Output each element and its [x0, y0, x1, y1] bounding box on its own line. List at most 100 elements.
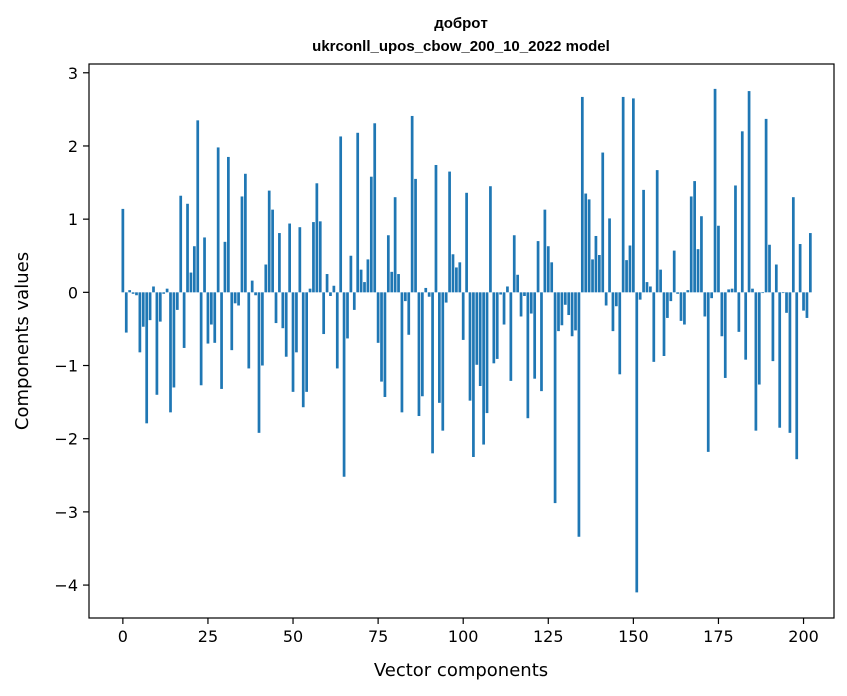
- bar: [291, 292, 295, 392]
- bar: [332, 285, 336, 293]
- bar: [540, 292, 543, 392]
- y-tick-label: −3: [54, 503, 78, 522]
- bar: [574, 292, 577, 331]
- bar: [516, 274, 520, 293]
- x-tick-label: 175: [703, 627, 734, 646]
- bar: [475, 292, 479, 365]
- bar: [417, 292, 421, 417]
- x-tick-label: 25: [198, 627, 218, 646]
- bar: [271, 209, 274, 293]
- bar: [717, 225, 720, 293]
- bar: [519, 292, 523, 317]
- bar: [162, 292, 166, 294]
- bar: [795, 292, 799, 460]
- y-tick-label: −1: [54, 357, 78, 376]
- bar: [397, 274, 400, 293]
- bar: [421, 292, 424, 397]
- y-tick-label: −2: [54, 430, 78, 449]
- bar: [611, 292, 615, 332]
- bar: [696, 249, 700, 293]
- bar: [662, 292, 666, 356]
- x-tick-label: 50: [283, 627, 303, 646]
- bar: [502, 292, 506, 325]
- bar: [808, 233, 812, 293]
- bar: [247, 292, 251, 369]
- bar: [325, 274, 329, 293]
- bar: [543, 209, 547, 293]
- bar: [376, 292, 380, 343]
- bar: [342, 292, 346, 477]
- bar: [509, 292, 513, 381]
- bar: [700, 216, 703, 293]
- bar: [274, 292, 278, 324]
- bar: [689, 196, 693, 293]
- bar: [455, 267, 458, 293]
- bar: [424, 287, 428, 293]
- bar: [172, 292, 176, 388]
- y-tick-label: 2: [68, 137, 78, 156]
- bar: [227, 156, 230, 293]
- bar: [359, 269, 363, 293]
- bar: [192, 246, 196, 293]
- bar: [288, 223, 291, 293]
- bar: [264, 264, 268, 293]
- bar: [591, 259, 594, 293]
- bar: [788, 292, 792, 433]
- bar: [723, 292, 727, 378]
- bar: [169, 292, 172, 413]
- bar: [250, 280, 254, 293]
- y-tick-label: 3: [68, 64, 78, 83]
- bar: [308, 288, 312, 293]
- bar: [335, 292, 339, 369]
- bar: [254, 292, 257, 296]
- bar: [182, 292, 186, 348]
- bar: [349, 255, 353, 293]
- bar: [791, 197, 795, 293]
- bar: [676, 292, 679, 294]
- bar: [216, 147, 220, 293]
- bar: [284, 292, 288, 357]
- bar: [608, 218, 611, 293]
- chart-title: добрoт: [434, 15, 488, 32]
- bar: [625, 260, 628, 293]
- bar: [489, 186, 492, 293]
- bar: [468, 292, 472, 401]
- bar: [352, 292, 356, 310]
- bar: [781, 292, 785, 294]
- bar: [774, 264, 778, 293]
- bar: [448, 171, 451, 293]
- bar: [635, 292, 639, 593]
- bar: [577, 292, 581, 537]
- bar: [465, 192, 468, 293]
- bar: [563, 292, 567, 305]
- bar: [785, 292, 788, 313]
- bar: [567, 292, 571, 316]
- bar: [220, 292, 223, 389]
- bar: [655, 170, 659, 293]
- bar: [298, 227, 302, 293]
- bar: [155, 292, 159, 395]
- bar: [196, 120, 200, 293]
- bar: [199, 292, 203, 386]
- y-tick-label: −4: [54, 576, 78, 595]
- bar: [587, 199, 591, 293]
- bar: [213, 292, 217, 343]
- bar: [560, 292, 564, 326]
- x-tick-label: 0: [118, 627, 128, 646]
- bar: [747, 91, 751, 293]
- bar: [128, 290, 132, 293]
- x-axis-label: Vector components: [374, 660, 548, 681]
- bar: [305, 292, 308, 392]
- bar: [267, 190, 271, 293]
- bar: [580, 96, 584, 293]
- bar: [492, 292, 496, 364]
- bar: [649, 286, 652, 293]
- y-tick-label: 0: [68, 283, 78, 302]
- bar: [526, 292, 530, 419]
- bar: [594, 235, 598, 293]
- bar: [628, 245, 632, 293]
- y-tick-label: 1: [68, 210, 78, 229]
- bar: [203, 237, 206, 293]
- bar: [686, 290, 690, 293]
